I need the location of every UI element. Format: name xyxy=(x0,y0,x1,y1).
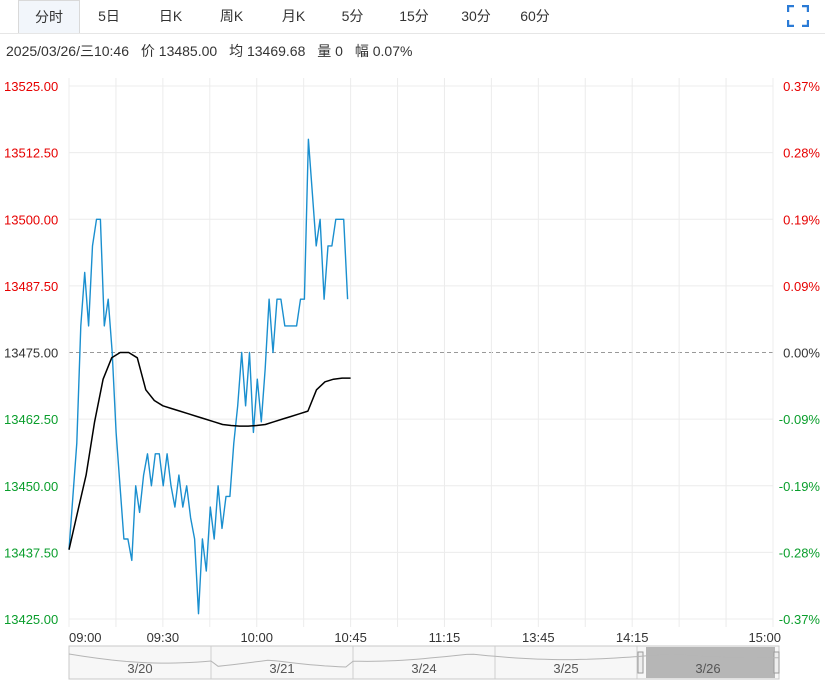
period-tabs: 分时 5日 日K 周K 月K 5分 15分 30分 60分 xyxy=(0,0,825,34)
tab-3[interactable]: 周K xyxy=(219,8,244,24)
tab-2[interactable]: 日K xyxy=(158,8,183,24)
info-price-label: 价 xyxy=(140,43,155,59)
navigator-handle-left xyxy=(637,651,644,674)
x-tick-label: 11:15 xyxy=(429,630,461,645)
y-tick-right: 0.28% xyxy=(783,146,820,161)
navigator-selection xyxy=(646,647,775,678)
info-avg: 13469.68 xyxy=(246,43,306,59)
tab-6[interactable]: 15分 xyxy=(399,8,429,24)
info-price: 13485.00 xyxy=(158,43,218,59)
info-range: 0.07% xyxy=(372,43,413,59)
x-tick-label: 09:00 xyxy=(69,630,102,645)
info-range-label: 幅 xyxy=(354,43,369,59)
x-tick-label: 10:45 xyxy=(334,630,367,645)
info-vol: 0 xyxy=(335,43,343,59)
y-tick-right: -0.19% xyxy=(779,479,821,494)
y-tick-right: 0.09% xyxy=(783,279,820,294)
y-tick-right: -0.37% xyxy=(779,612,821,627)
y-tick-right: -0.09% xyxy=(779,412,821,427)
info-vol-label: 量 xyxy=(317,43,332,59)
tab-1[interactable]: 5日 xyxy=(98,8,120,24)
tab-5[interactable]: 5分 xyxy=(341,8,364,24)
y-tick-left: 13512.50 xyxy=(4,146,58,161)
navigator-date-label: 3/21 xyxy=(269,661,294,676)
y-tick-right: -0.28% xyxy=(779,545,821,560)
x-tick-label: 10:00 xyxy=(240,630,273,645)
y-tick-right: 0.00% xyxy=(783,346,820,361)
y-tick-left: 13487.50 xyxy=(4,279,58,294)
x-tick-label: 13:45 xyxy=(522,630,555,645)
tab-7[interactable]: 30分 xyxy=(461,8,491,24)
navigator-handle-right xyxy=(773,651,780,674)
tab-8[interactable]: 60分 xyxy=(520,8,550,24)
y-tick-left: 13500.00 xyxy=(4,212,58,227)
info-datetime: 2025/03/26/三10:46 xyxy=(6,43,129,59)
avg-price-line xyxy=(68,351,351,550)
y-tick-left: 13475.00 xyxy=(4,346,58,361)
x-tick-label: 14:15 xyxy=(616,630,649,645)
y-tick-left: 13450.00 xyxy=(4,479,58,494)
navigator-trend xyxy=(68,653,780,668)
navigator-date-label: 3/26 xyxy=(695,661,720,676)
fullscreen-icon[interactable] xyxy=(786,4,810,28)
tab-0[interactable]: 分时 xyxy=(18,0,80,33)
navigator-date-label: 3/20 xyxy=(127,661,152,676)
navigator-date-label: 3/25 xyxy=(553,661,578,676)
navigator-date-label: 3/24 xyxy=(411,661,436,676)
y-tick-left: 13425.00 xyxy=(4,612,58,627)
y-tick-left: 13437.50 xyxy=(4,545,58,560)
x-tick-label: 15:00 xyxy=(748,630,781,645)
info-avg-label: 均 xyxy=(229,43,244,59)
price-line xyxy=(68,138,349,615)
y-tick-right: 0.37% xyxy=(783,79,820,94)
tab-4[interactable]: 月K xyxy=(281,8,306,24)
quote-info-bar: 2025/03/26/三10:46 价 13485.00 均 13469.68 … xyxy=(6,41,412,61)
y-tick-right: 0.19% xyxy=(783,212,820,227)
y-tick-left: 13462.50 xyxy=(4,412,58,427)
x-tick-label: 09:30 xyxy=(147,630,180,645)
y-tick-left: 13525.00 xyxy=(4,79,58,94)
